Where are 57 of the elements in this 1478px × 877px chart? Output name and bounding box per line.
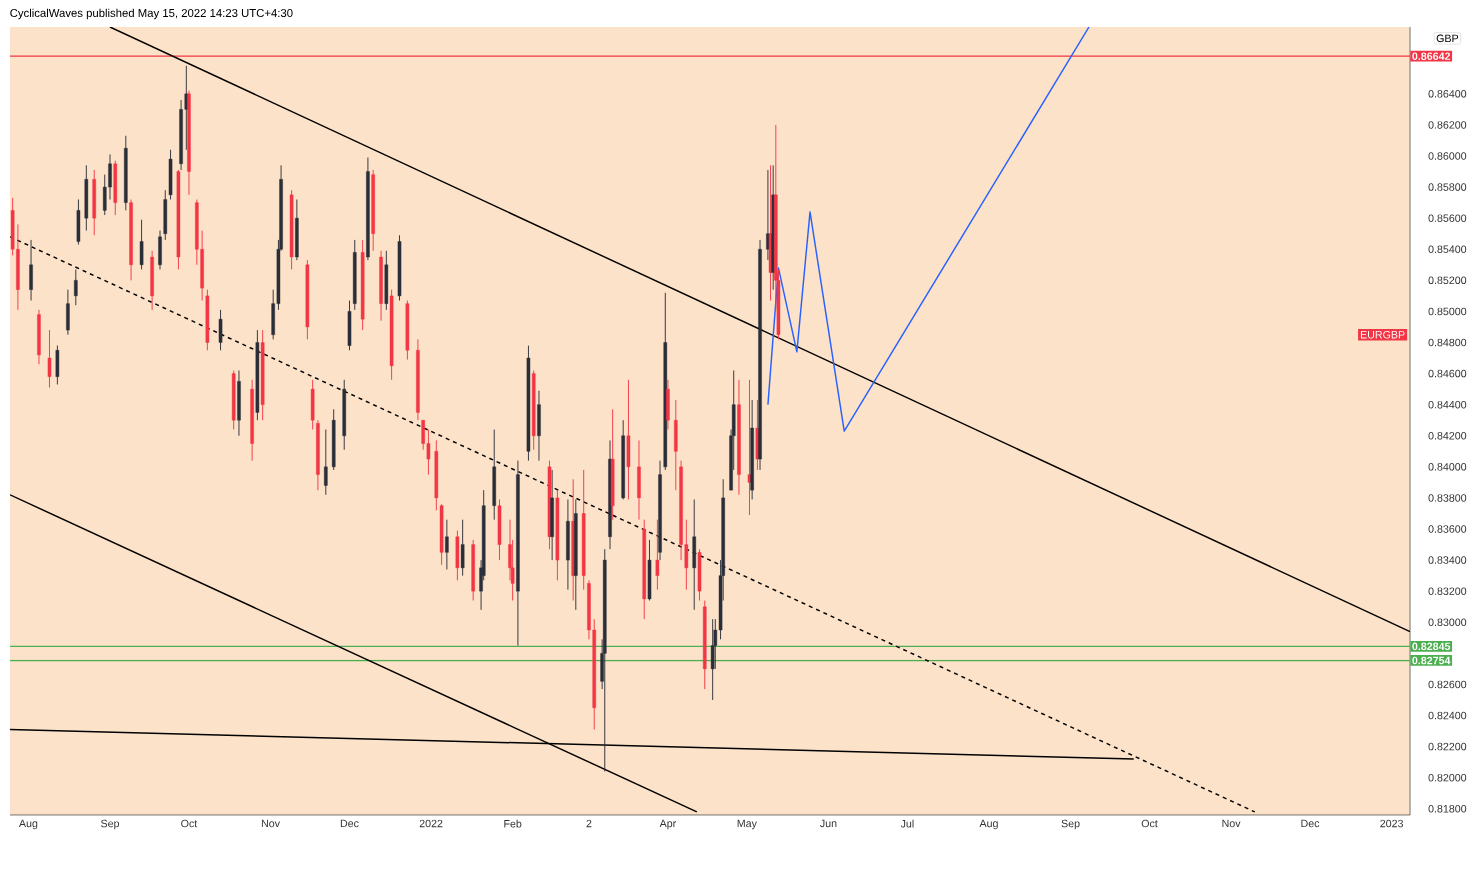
y-tick-label: 0.83400	[1428, 556, 1467, 564]
y-tick-label: 0.84400	[1428, 400, 1467, 409]
candlestick	[710, 618, 715, 701]
y-tick-label: 0.84800	[1428, 338, 1467, 347]
y-axis-title: GBP	[1436, 34, 1459, 43]
x-tick-label: Aug	[18, 819, 38, 830]
y-tick-label: 0.82600	[1428, 680, 1467, 689]
text: CyclicalWaves published May 15, 2022 14:23 UTC+4:30	[10, 8, 293, 20]
y-tick-label: 0.85400	[1428, 245, 1467, 254]
candlestick	[218, 309, 223, 351]
x-tick-label: Aug	[979, 819, 998, 830]
x-tick-label: Oct	[181, 819, 198, 828]
x-tick-label: Oct	[1141, 819, 1158, 828]
x-tick-label: Dec	[1301, 819, 1320, 828]
y-tick-label: 0.82000	[1428, 773, 1467, 782]
x-tick-label: 2	[586, 819, 592, 828]
ref-line-label: 0.86642	[1412, 52, 1451, 60]
x-tick-label: Sep	[1061, 819, 1080, 830]
ref-line-label: 0.82754	[1412, 656, 1451, 665]
y-tick-label: 0.86000	[1428, 152, 1467, 160]
x-tick-label: Nov	[261, 819, 280, 828]
y-tick-label: 0.82200	[1428, 742, 1467, 751]
y-tick-label: 0.83000	[1428, 618, 1467, 627]
y-tick-label: 0.86400	[1428, 90, 1467, 98]
y-tick-label: 0.84600	[1428, 369, 1467, 378]
y-tick-label: 0.86200	[1428, 121, 1467, 129]
x-tick-label: Nov	[1222, 819, 1241, 828]
x-tick-label: May	[737, 819, 757, 830]
annotation: EURGBP	[1360, 330, 1405, 339]
candlestick	[139, 219, 144, 270]
x-tick-label: Jul	[900, 819, 914, 828]
candlestick	[445, 519, 449, 570]
candlestick	[655, 519, 660, 591]
candlestick	[324, 429, 328, 496]
y-tick-label: 0.83800	[1428, 494, 1467, 502]
x-tick-label: Sep	[101, 819, 120, 830]
x-tick-label: Dec	[340, 819, 359, 828]
ref-line-label: 0.82845	[1412, 642, 1451, 651]
candlestick	[47, 329, 52, 389]
y-tick-label: 0.84000	[1428, 463, 1467, 471]
y-tick-label: 0.84200	[1428, 431, 1467, 440]
x-tick-label: Feb	[504, 819, 522, 828]
y-tick-label: 0.85200	[1428, 276, 1467, 285]
candlestick	[460, 519, 465, 577]
x-tick-label: Apr	[659, 819, 677, 830]
y-tick-label: 0.85800	[1428, 183, 1467, 191]
line-series	[767, 26, 1090, 432]
y-tick-label: 0.85000	[1428, 307, 1467, 316]
y-tick-label: 0.83200	[1428, 587, 1467, 595]
x-tick-label: Jun	[820, 819, 837, 828]
y-tick-label: 0.82400	[1428, 711, 1467, 720]
x-tick-label: 2022	[419, 819, 443, 828]
candlestick	[74, 268, 78, 306]
x-tick-label: 2023	[1380, 819, 1403, 828]
y-tick-label: 0.83600	[1428, 525, 1467, 533]
y-tick-label: 0.85600	[1428, 214, 1467, 222]
y-tick-label: 0.81800	[1428, 804, 1467, 813]
